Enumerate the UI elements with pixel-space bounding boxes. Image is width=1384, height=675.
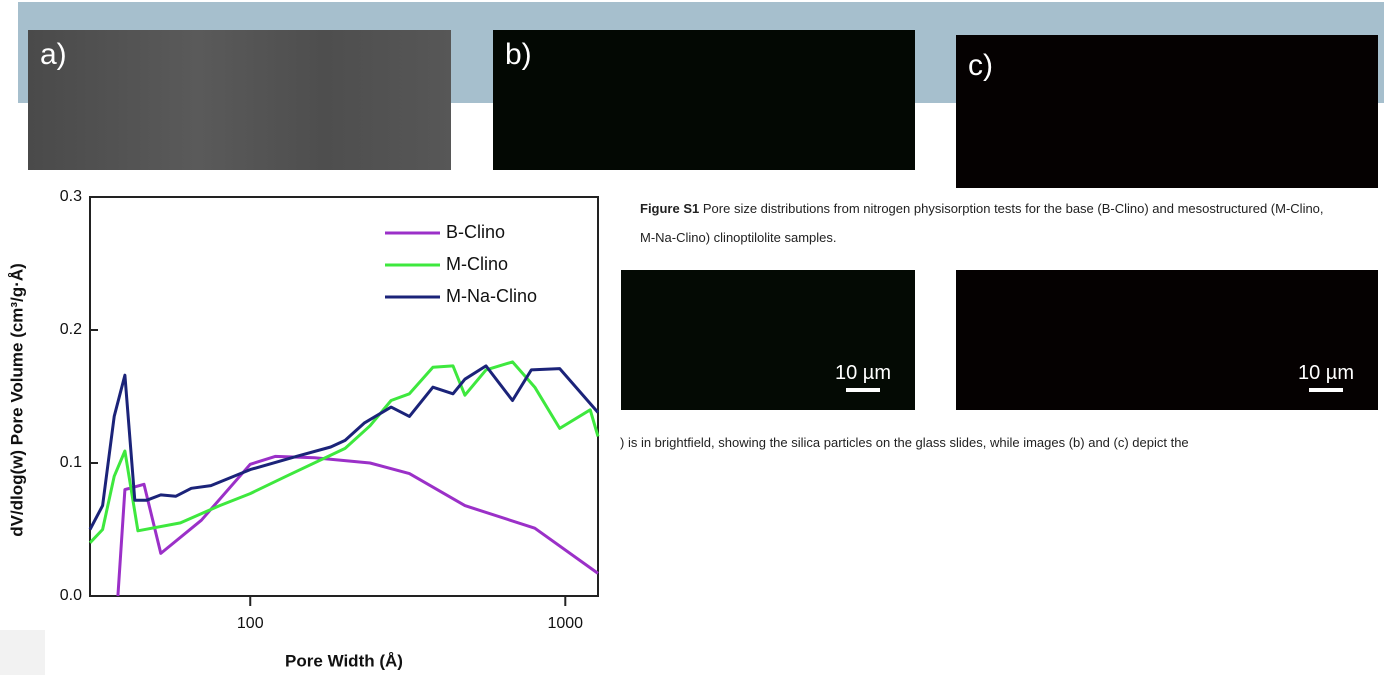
panel-label: a) [40, 38, 67, 72]
image-c: c) [956, 35, 1378, 190]
panel-label: c) [968, 49, 993, 83]
x-tick-label: 1000 [547, 615, 583, 632]
chart: dV/dlog(w) Pore Volume (cm³/g·Å) Pore Wi… [0, 170, 605, 675]
y-tick-label: 0.2 [60, 321, 82, 338]
scale-label: 10 µm [1298, 362, 1354, 384]
caption-text: Pore size distributions from nitrogen ph… [640, 201, 1324, 245]
image-a: a) [28, 30, 451, 170]
y-tick-label: 0.1 [60, 454, 82, 471]
legend-label: M-Clino [446, 254, 508, 274]
corner-box [0, 630, 45, 675]
scale-label: 10 µm [835, 362, 891, 384]
image-b: b) [493, 30, 915, 170]
image-b-lower: 10 µm [621, 270, 915, 410]
image-c-lower: 10 µm [956, 270, 1378, 410]
caption-label: Figure S1 [640, 201, 699, 216]
panel-label: b) [505, 38, 532, 72]
page: {"panels": [{"label": "a)"}, {"label": "… [0, 0, 1384, 675]
legend-label: M-Na-Clino [446, 286, 537, 306]
scale-bar: 10 µm [835, 362, 891, 392]
body-text: ) is in brightfield, showing the silica … [620, 435, 1189, 450]
scale-bar: 10 µm [1298, 362, 1354, 392]
series-line [90, 362, 598, 543]
plot-frame [90, 197, 598, 596]
y-tick-label: 0.3 [60, 188, 82, 205]
caption: Figure S1 Pore size distributions from n… [637, 188, 1384, 268]
y-axis-label: dV/dlog(w) Pore Volume (cm³/g·Å) [7, 263, 26, 537]
series-line [118, 456, 598, 596]
y-tick-label: 0.0 [60, 587, 82, 604]
x-axis-label: Pore Width (Å) [285, 651, 403, 670]
legend-label: B-Clino [446, 222, 505, 242]
x-tick-label: 100 [237, 615, 264, 632]
